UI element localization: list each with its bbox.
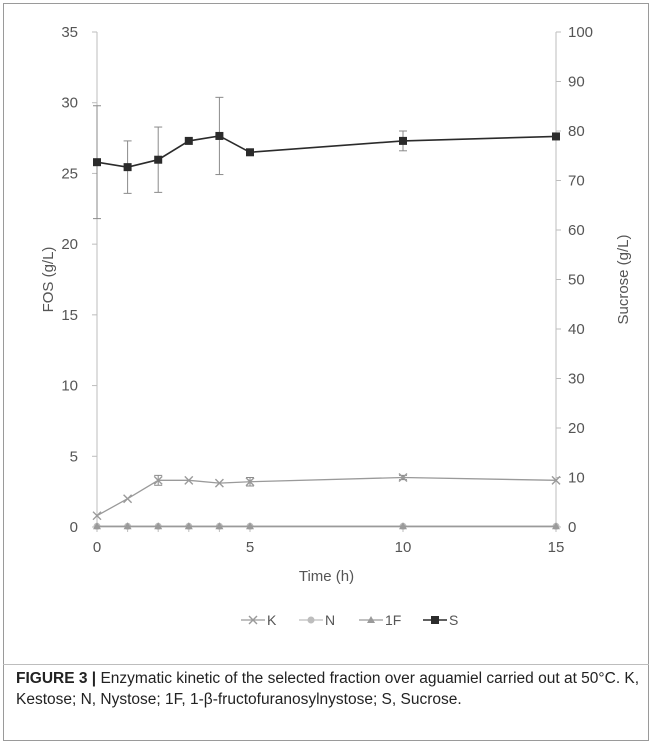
data-point-1f bbox=[154, 522, 163, 530]
data-point-s bbox=[552, 132, 560, 141]
figure-label: FIGURE 3 | bbox=[16, 670, 97, 687]
y-tick-label: 10 bbox=[61, 378, 78, 395]
legend-marker-k bbox=[248, 615, 258, 625]
y-axis-label: FOS (g/L) bbox=[40, 247, 57, 313]
y2-tick-label: 0 bbox=[568, 519, 576, 536]
x-tick-label: 5 bbox=[246, 539, 254, 556]
data-point-1f bbox=[123, 522, 132, 530]
figure-caption: FIGURE 3 | Enzymatic kinetic of the sele… bbox=[16, 668, 640, 710]
x-axis-label: Time (h) bbox=[299, 568, 354, 585]
data-point-s bbox=[215, 131, 224, 140]
data-point-k bbox=[245, 477, 255, 487]
x-tick-label: 0 bbox=[93, 539, 101, 556]
legend-marker-n bbox=[307, 616, 315, 624]
y2-tick-label: 50 bbox=[568, 272, 585, 289]
data-point-1f bbox=[552, 522, 560, 530]
data-point-k bbox=[123, 494, 133, 504]
y2-tick-label: 80 bbox=[568, 123, 585, 140]
data-point-s bbox=[154, 155, 163, 164]
legend-label-s: S bbox=[449, 612, 458, 628]
y-tick-label: 35 bbox=[61, 24, 78, 41]
fos-sucrose-kinetic-chart: 0 5 10 15 20 25 30 35 0 10 20 30 40 50 60 70 80 90 100 0 5 10… bbox=[40, 24, 632, 628]
legend-item-n: N bbox=[299, 612, 335, 628]
y2-axis-label: Sucrose (g/L) bbox=[615, 234, 632, 324]
data-point-s bbox=[93, 158, 101, 167]
y2-tick-label: 60 bbox=[568, 222, 585, 239]
data-point-s bbox=[123, 163, 132, 172]
data-point-1f bbox=[184, 522, 193, 530]
series-line-k bbox=[96, 476, 557, 517]
data-point-s bbox=[399, 136, 407, 145]
figure-caption-text: Enzymatic kinetic of the selected fracti… bbox=[16, 670, 640, 708]
legend-item-1f: 1F bbox=[359, 612, 401, 628]
x-tick-label: 15 bbox=[548, 539, 565, 556]
data-point-k bbox=[551, 475, 561, 485]
legend-label-n: N bbox=[325, 612, 335, 628]
data-point-1f bbox=[246, 522, 254, 530]
y2-tick-label: 30 bbox=[568, 371, 585, 388]
y2-tick-label: 70 bbox=[568, 173, 585, 190]
caption-divider bbox=[3, 664, 649, 665]
legend-label-1f: 1F bbox=[385, 612, 401, 628]
y2-tick-label: 10 bbox=[568, 470, 585, 487]
data-point-k bbox=[214, 478, 224, 488]
y2-tick-label: 20 bbox=[568, 420, 585, 437]
data-point-s bbox=[246, 148, 254, 157]
data-point-k bbox=[184, 475, 194, 485]
y2-tick-label: 90 bbox=[568, 74, 585, 91]
series-line-s bbox=[96, 135, 557, 168]
data-point-1f bbox=[399, 522, 407, 530]
data-point-k bbox=[153, 475, 163, 485]
legend-label-k: K bbox=[267, 612, 277, 628]
legend-item-s: S bbox=[423, 612, 458, 628]
data-point-k bbox=[92, 511, 102, 521]
y2-tick-label: 100 bbox=[568, 24, 593, 41]
legend-marker-s bbox=[431, 616, 439, 624]
data-point-k bbox=[398, 473, 408, 482]
legend-item-k: K bbox=[241, 612, 277, 628]
data-point-1f bbox=[215, 522, 224, 530]
legend-marker-1f bbox=[367, 616, 375, 623]
y-tick-label: 30 bbox=[61, 95, 78, 112]
y-tick-label: 0 bbox=[70, 519, 78, 536]
y-tick-label: 20 bbox=[61, 236, 78, 253]
y2-tick-label: 40 bbox=[568, 321, 585, 338]
figure-frame bbox=[3, 3, 649, 741]
y-tick-label: 25 bbox=[61, 165, 78, 182]
y-tick-label: 5 bbox=[70, 448, 78, 465]
y-tick-label: 15 bbox=[61, 307, 78, 324]
data-point-s bbox=[184, 136, 193, 145]
x-tick-label: 10 bbox=[395, 539, 412, 556]
data-point-1f bbox=[93, 522, 101, 530]
